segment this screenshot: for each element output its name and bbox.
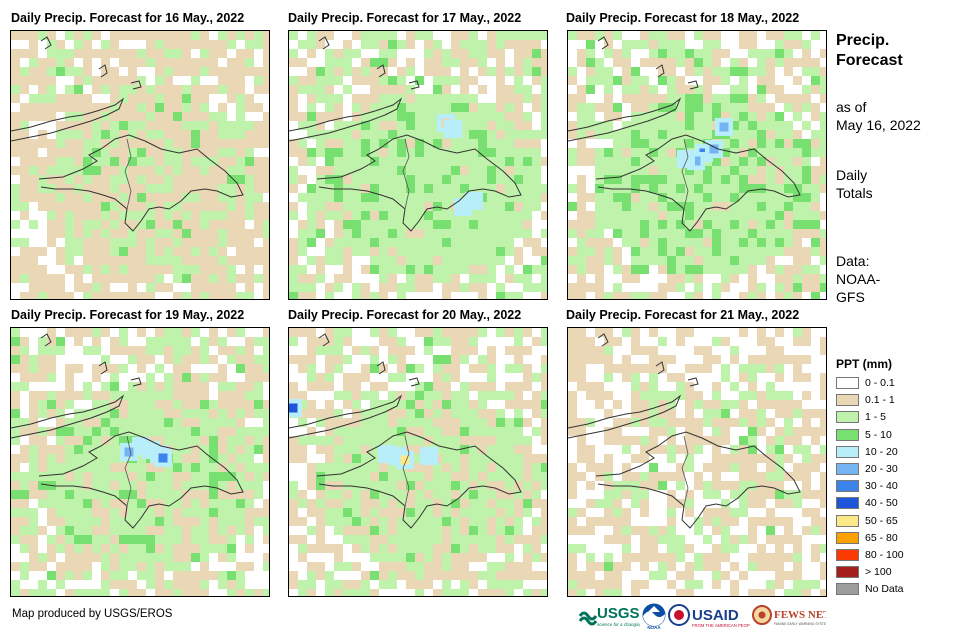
legend-swatch	[836, 411, 859, 424]
legend-title: PPT (mm)	[836, 357, 893, 371]
totals-note: Daily Totals	[836, 166, 873, 202]
map-canvas	[11, 31, 269, 299]
usgs-logo: USGS science for a changing world	[578, 605, 640, 627]
map-title-day2: Daily Precip. Forecast for 17 May., 2022	[288, 11, 522, 25]
map-title-day5: Daily Precip. Forecast for 20 May., 2022	[288, 308, 522, 322]
as-of-date: as of May 16, 2022	[836, 98, 921, 134]
svg-text:science for a changing world: science for a changing world	[597, 622, 640, 627]
credit-text: Map produced by USGS/EROS	[12, 608, 173, 620]
map-title-day3: Daily Precip. Forecast for 18 May., 2022	[566, 11, 800, 25]
data-source-line3: GFS	[836, 289, 865, 305]
fewsnet-logo: FEWS NET FAMINE EARLY WARNING SYSTEMS NE…	[752, 605, 826, 626]
svg-text:NOAA: NOAA	[647, 625, 661, 630]
map-canvas	[568, 31, 826, 299]
as-of-label: as of	[836, 99, 867, 115]
precip-map-day3	[567, 30, 827, 300]
legend-label: > 100	[865, 566, 892, 579]
map-canvas	[289, 328, 547, 596]
legend-label: 40 - 50	[865, 497, 898, 510]
precip-map-day4	[10, 327, 270, 597]
legend-label: 20 - 30	[865, 463, 898, 475]
totals-line2: Totals	[836, 185, 873, 201]
partner-logos: USGS science for a changing world NOAA U…	[578, 602, 826, 630]
totals-line1: Daily	[836, 167, 868, 183]
legend-label: 30 - 40	[865, 480, 898, 493]
legend-swatch	[836, 566, 859, 579]
data-source-line1: Data:	[836, 253, 870, 269]
map-canvas	[11, 328, 269, 596]
svg-text:FAMINE EARLY WARNING SYSTEMS N: FAMINE EARLY WARNING SYSTEMS NETWORK	[774, 622, 826, 626]
precip-map-day1	[10, 30, 270, 300]
legend-label: No Data	[865, 583, 904, 596]
sidebar-title-line1: Precip.	[836, 32, 890, 49]
map-title-day6: Daily Precip. Forecast for 21 May., 2022	[566, 308, 800, 322]
legend-label: 10 - 20	[865, 445, 898, 458]
as-of-value: May 16, 2022	[836, 117, 921, 133]
legend-label: 50 - 65	[865, 514, 898, 527]
legend-swatch	[836, 549, 859, 561]
svg-text:FEWS NET: FEWS NET	[774, 609, 826, 621]
legend-swatch	[836, 531, 859, 544]
legend-label: 0 - 0.1	[865, 377, 895, 389]
sidebar-title: Precip. Forecast	[836, 31, 903, 71]
map-title-day1: Daily Precip. Forecast for 16 May., 2022	[11, 11, 245, 25]
noaa-logo: NOAA	[642, 603, 666, 630]
sidebar-title-line2: Forecast	[836, 52, 903, 69]
legend-swatch	[836, 377, 859, 389]
legend-swatch	[836, 394, 859, 407]
map-canvas	[568, 328, 826, 596]
legend-label: 65 - 80	[865, 531, 898, 544]
precip-map-day5	[288, 327, 548, 597]
legend-label: 0.1 - 1	[865, 394, 895, 407]
svg-text:FROM THE AMERICAN PEOPLE: FROM THE AMERICAN PEOPLE	[692, 623, 750, 628]
usaid-logo: USAID FROM THE AMERICAN PEOPLE	[668, 604, 750, 628]
legend-label: 1 - 5	[865, 411, 887, 424]
legend-label: 5 - 10	[865, 428, 892, 441]
legend-swatch	[836, 428, 859, 441]
data-source: Data: NOAA- GFS	[836, 252, 880, 306]
precip-map-day6	[567, 327, 827, 597]
legend-swatch	[836, 445, 859, 458]
legend-swatch	[836, 514, 859, 527]
svg-text:USGS: USGS	[597, 605, 640, 622]
legend-label: 80 - 100	[865, 549, 904, 561]
legend-swatch	[836, 480, 859, 493]
legend-swatch	[836, 497, 859, 510]
legend-swatch	[836, 463, 859, 475]
map-canvas	[289, 31, 547, 299]
data-source-line2: NOAA-	[836, 271, 881, 287]
precip-map-day2	[288, 30, 548, 300]
svg-text:USAID: USAID	[692, 607, 739, 624]
map-title-day4: Daily Precip. Forecast for 19 May., 2022	[11, 308, 245, 322]
legend-swatch	[836, 583, 859, 596]
